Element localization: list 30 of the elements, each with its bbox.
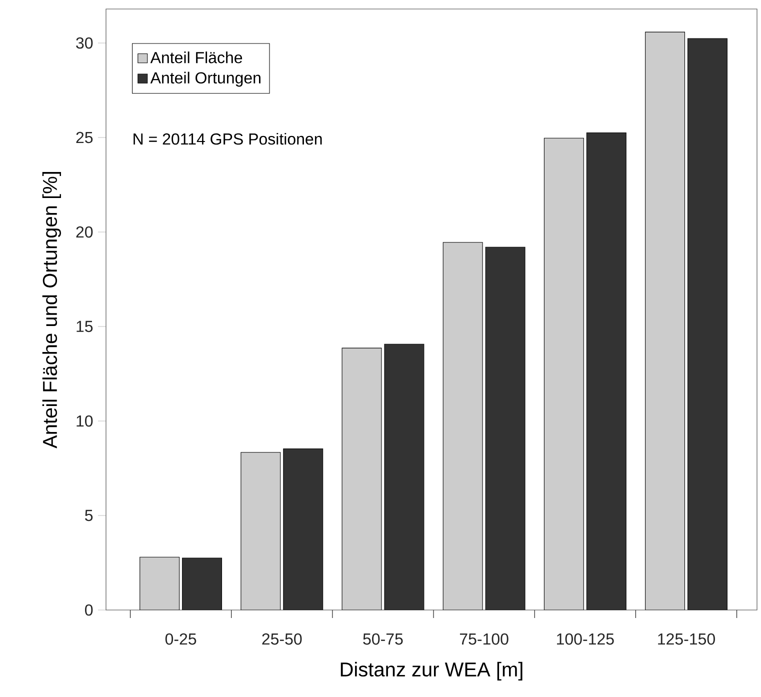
bar	[485, 246, 526, 610]
bar	[544, 138, 584, 610]
y-tick-label: 30	[76, 37, 93, 49]
y-tick-label: 0	[85, 604, 93, 616]
bar	[384, 344, 424, 610]
y-tick-label: 20	[76, 226, 93, 238]
x-axis-title: Distanz zur WEA [m]	[340, 662, 522, 680]
y-axis-title: Anteil Fläche und Ortungen [%]	[42, 172, 61, 448]
bar	[140, 556, 180, 610]
y-tick-label: 15	[76, 320, 93, 332]
x-tick-label: 50-75	[363, 633, 403, 645]
x-tick-label: 75-100	[460, 633, 508, 645]
legend-label: Anteil Ortungen	[150, 72, 260, 87]
bar	[342, 348, 382, 610]
x-tick-label: 125-150	[658, 633, 715, 645]
bar	[687, 38, 728, 610]
x-tick-label: 100-125	[557, 633, 614, 645]
bar	[645, 32, 685, 610]
y-tick-label: 25	[76, 132, 93, 144]
y-tick-label: 10	[76, 415, 93, 427]
bar	[240, 452, 281, 610]
x-tick-label: 0-25	[165, 633, 196, 645]
bar	[182, 558, 222, 610]
legend-label: Anteil Fläche	[150, 52, 242, 64]
bar	[442, 242, 483, 610]
y-tick-label: 5	[85, 510, 93, 522]
annotation: N = 20114 GPS Positionen	[134, 132, 322, 145]
x-tick-label: 25-50	[262, 633, 302, 645]
bar	[586, 132, 626, 610]
bar	[283, 448, 324, 610]
